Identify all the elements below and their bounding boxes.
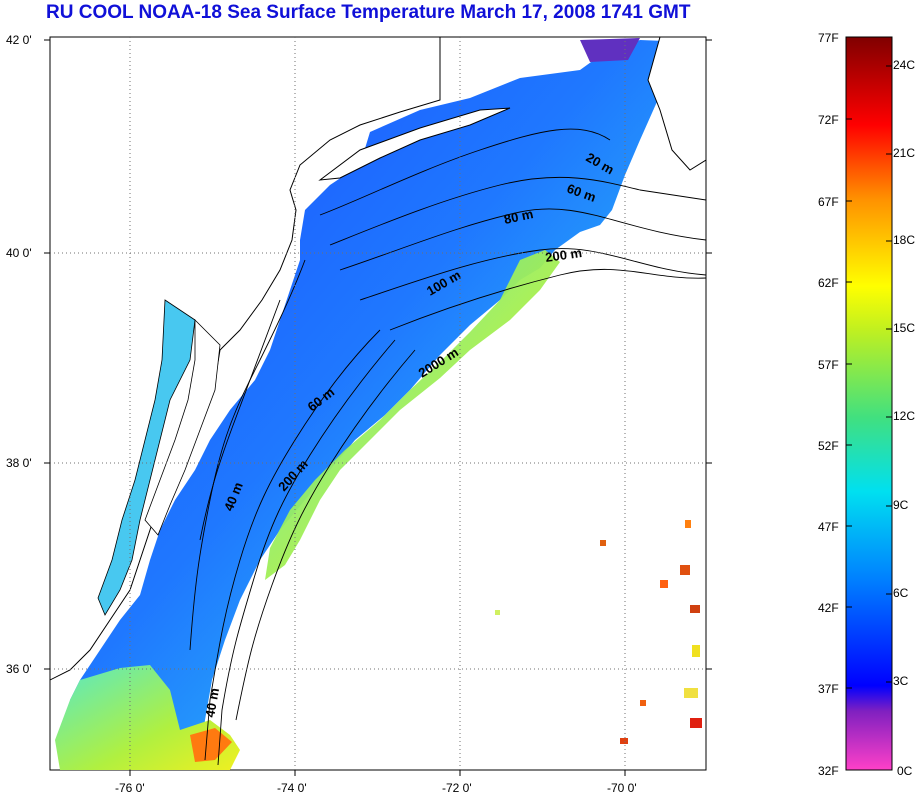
long-island-land: [318, 107, 511, 181]
cb-c-9: 9C: [893, 498, 909, 512]
lon-label-70: -70 0': [607, 781, 637, 795]
contour-label-40m-south: 40 m: [202, 687, 222, 719]
colorbar-ticks: [846, 65, 892, 689]
colorbar: [845, 36, 893, 771]
map-grid: [50, 37, 706, 770]
delmarva-peninsula: [144, 319, 221, 536]
cb-f-47: 47F: [818, 520, 839, 534]
cb-f-37: 37F: [818, 682, 839, 696]
sst-cold-region: [70, 40, 690, 766]
chesapeake-bay: [97, 299, 196, 616]
lat-label-38: 38 0': [6, 456, 32, 470]
sst-hot-spot: [190, 728, 232, 762]
lat-label-40: 40 0': [6, 246, 32, 260]
lat-label-42: 42 0': [6, 33, 32, 47]
lon-label-74: -74 0': [277, 781, 307, 795]
cb-f-67: 67F: [818, 195, 839, 209]
sst-warm-band: [265, 250, 560, 580]
lat-label-36: 36 0': [6, 662, 32, 676]
lon-label-72: -72 0': [442, 781, 472, 795]
offshore-sst-pixels: [495, 520, 702, 744]
cb-f-42: 42F: [818, 601, 839, 615]
lon-label-76: -76 0': [115, 781, 145, 795]
cape-cod-land: [647, 37, 706, 171]
cb-c-12: 12C: [893, 409, 916, 423]
cb-f-62: 62F: [818, 276, 839, 290]
cb-c-21: 21C: [893, 146, 916, 160]
sst-north-purple: [580, 38, 640, 62]
cb-f-32: 32F: [818, 764, 839, 778]
cb-c-18: 18C: [893, 233, 916, 247]
cb-c-24: 24C: [893, 58, 916, 72]
cb-f-52: 52F: [818, 439, 839, 453]
bathymetry-contours: [189, 128, 706, 766]
cb-c-3: 3C: [893, 674, 909, 688]
contour-label-200m-north: 200 m: [544, 245, 583, 265]
contour-label-80m: 80 m: [503, 206, 535, 227]
cb-f-72: 72F: [818, 113, 839, 127]
cb-c-0: 0C: [897, 764, 913, 778]
cb-f-77: 77F: [818, 31, 839, 45]
map-title: RU COOL NOAA-18 Sea Surface Temperature …: [46, 2, 691, 23]
cb-c-6: 6C: [893, 586, 909, 600]
cb-f-57: 57F: [818, 358, 839, 372]
map-ticks: [44, 39, 712, 776]
cb-c-15: 15C: [893, 321, 916, 335]
